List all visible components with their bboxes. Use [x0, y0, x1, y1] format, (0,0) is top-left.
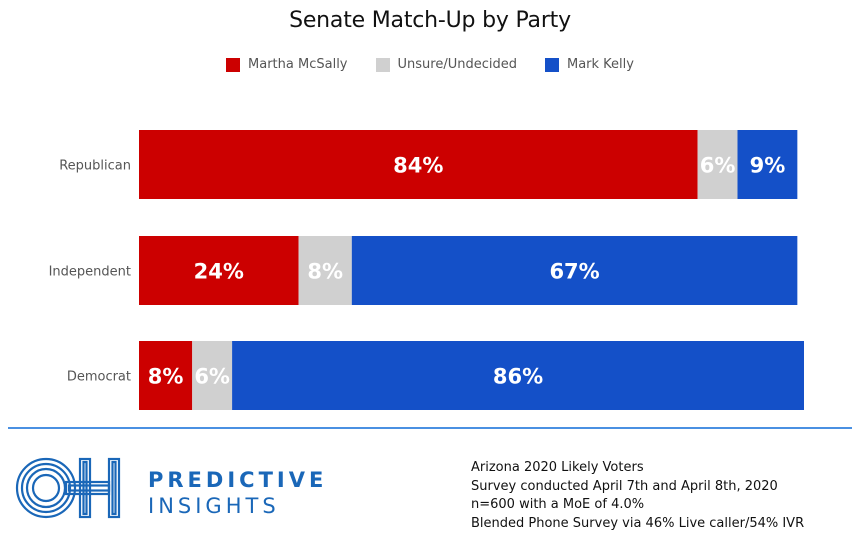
- data-label-independent-series-2: 67%: [549, 260, 599, 284]
- data-label-democrat-series-1: 6%: [194, 365, 230, 389]
- legend-label-mcsally: Martha McSally: [248, 57, 348, 72]
- data-label-independent-series-0: 24%: [194, 260, 244, 284]
- bar-democrat-series-0: [139, 341, 193, 410]
- bar-independent-series-2: [351, 236, 798, 305]
- bar-democrat-series-1: [192, 341, 233, 410]
- category-label-democrat: Democrat: [67, 370, 131, 385]
- data-label-democrat-series-2: 86%: [493, 365, 543, 389]
- bar-republican-series-0: [139, 130, 698, 199]
- bar-independent-series-0: [139, 236, 299, 305]
- data-label-republican-series-0: 84%: [393, 154, 443, 178]
- chart-title: Senate Match-Up by Party: [289, 8, 571, 33]
- data-label-independent-series-1: 8%: [307, 260, 343, 284]
- data-label-republican-series-2: 9%: [750, 154, 786, 178]
- note-line-2: Survey conducted April 7th and April 8th…: [471, 478, 778, 494]
- legend: Martha McSally Unsure/Undecided Mark Kel…: [0, 57, 860, 72]
- brand-line-insights: INSIGHTS: [148, 494, 280, 518]
- bar-republican-series-1: [697, 130, 738, 199]
- survey-notes: Arizona 2020 Likely Voters Survey conduc…: [471, 459, 804, 533]
- legend-item-kelly: Mark Kelly: [544, 57, 634, 72]
- bar-republican-series-2: [737, 130, 798, 199]
- legend-label-kelly: Mark Kelly: [566, 57, 634, 72]
- legend-swatch-kelly: [544, 57, 559, 72]
- oh-logo-icon: [15, 457, 121, 519]
- data-label-democrat-series-0: 8%: [148, 365, 184, 389]
- bar-democrat-series-2: [232, 341, 805, 410]
- category-label-republican: Republican: [59, 159, 131, 174]
- legend-swatch-undecided: [375, 57, 390, 72]
- brand-line-predictive: PREDICTIVE: [148, 468, 328, 492]
- data-label-republican-series-1: 6%: [700, 154, 736, 178]
- stacked-bar-chart: Republican 84% 6% 9% Independent 24% 8% 67% Demo…: [49, 130, 805, 410]
- legend-swatch-mcsally: [226, 57, 241, 72]
- brand-wordmark: PREDICTIVE INSIGHTS: [148, 468, 327, 518]
- legend-item-undecided: Unsure/Undecided: [375, 57, 517, 72]
- bar-independent-series-1: [298, 236, 352, 305]
- note-line-1: Arizona 2020 Likely Voters: [471, 460, 644, 475]
- legend-item-mcsally: Martha McSally: [226, 57, 348, 72]
- legend-label-undecided: Unsure/Undecided: [397, 57, 517, 72]
- category-label-independent: Independent: [49, 265, 131, 280]
- footer-divider: [8, 427, 852, 429]
- note-line-3: n=600 with a MoE of 4.0%: [471, 497, 645, 512]
- note-line-4: Blended Phone Survey via 46% Live caller…: [471, 515, 805, 531]
